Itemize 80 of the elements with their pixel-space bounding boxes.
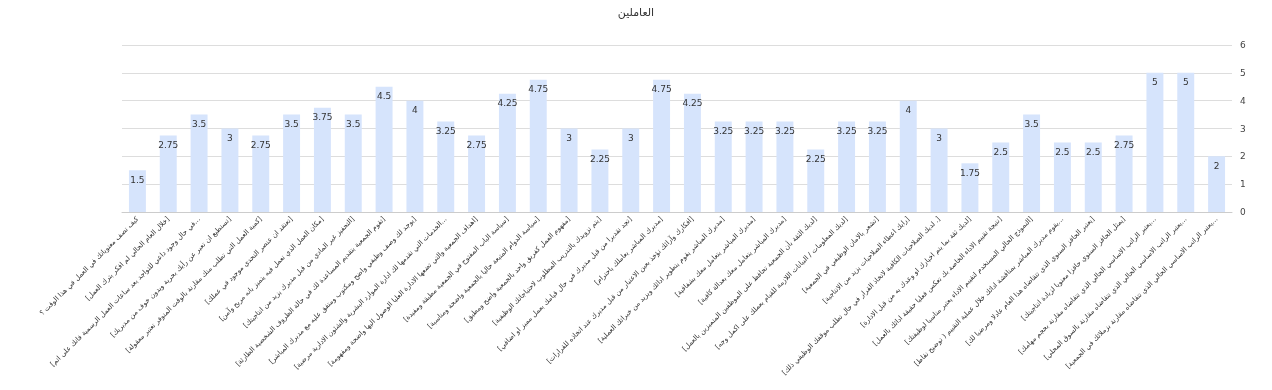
bar [1084,142,1102,212]
data-label: 3.25 [867,126,888,137]
data-label: 3.25 [774,126,795,137]
data-label: 3.75 [312,112,333,123]
bar [252,135,270,212]
data-label: 3.25 [836,126,857,137]
data-label: 4.75 [528,84,549,95]
bar [622,128,640,212]
bar [683,93,701,212]
y-tick-label: 2 [1240,151,1246,162]
bar [868,121,886,212]
bar [807,149,825,212]
bar [283,114,301,212]
data-label: 4.5 [376,91,392,102]
data-label: 3.25 [713,126,734,137]
data-label: 4.75 [651,84,672,95]
data-label: 4.25 [497,98,518,109]
bar [961,163,979,212]
bar [128,170,146,212]
bar [190,114,208,212]
data-label: 2.5 [1086,146,1101,157]
bar [1208,156,1226,212]
bar [1115,135,1133,212]
bar [745,121,763,212]
data-label: 2.5 [1055,146,1070,157]
y-tick-label: 6 [1240,40,1246,50]
data-label: 2.75 [1114,139,1135,150]
data-label: 3.5 [284,119,299,130]
data-label: 2.75 [466,139,487,150]
bar [992,142,1010,212]
data-label: 3 [566,133,572,143]
y-tick-label: 4 [1240,95,1246,106]
data-label: 3 [936,133,942,143]
data-label: 2.75 [250,139,271,150]
data-label: 2.25 [805,153,826,164]
data-label: 1.75 [959,167,980,178]
bar [1023,114,1041,212]
bar [1146,72,1164,212]
y-tick-label: 1 [1240,179,1246,190]
data-label: 1.5 [130,174,145,185]
data-label: 3 [227,133,233,143]
y-tick-label: 0 [1240,207,1246,217]
bar [221,128,239,212]
data-label: 3.25 [744,126,765,137]
y-tick-label: 5 [1240,67,1246,78]
bar [776,121,794,212]
data-label: 4 [412,105,419,116]
data-label: 5 [1182,77,1189,88]
data-label: 5 [1152,77,1158,88]
data-label: 2.75 [158,139,179,150]
data-label: 2.25 [589,153,610,164]
bar [591,149,609,212]
bar [375,86,393,212]
data-label: 2.5 [993,146,1008,157]
bar [468,135,486,212]
bar [714,121,732,212]
chart-title: العاملين [617,6,655,19]
bar [313,107,331,212]
bar [560,128,578,212]
data-label: 3.5 [1024,119,1039,130]
bar [406,100,424,212]
bar [838,121,856,212]
bar [498,93,516,212]
data-label: 2 [1213,160,1220,171]
data-label: 4 [905,105,912,116]
y-tick-label: 3 [1240,123,1246,134]
data-label: 3.25 [435,126,456,137]
bar [1053,142,1071,212]
bar [344,114,362,212]
data-label: 4.25 [682,98,703,109]
data-label: 3 [627,133,634,143]
bar [159,135,177,212]
bar [437,121,455,212]
data-label: 3.5 [191,119,207,130]
data-label: 3.5 [346,119,361,130]
bar [1177,72,1195,212]
bar [653,79,671,212]
bar [529,79,547,212]
bar [899,100,917,212]
bar [930,128,948,212]
